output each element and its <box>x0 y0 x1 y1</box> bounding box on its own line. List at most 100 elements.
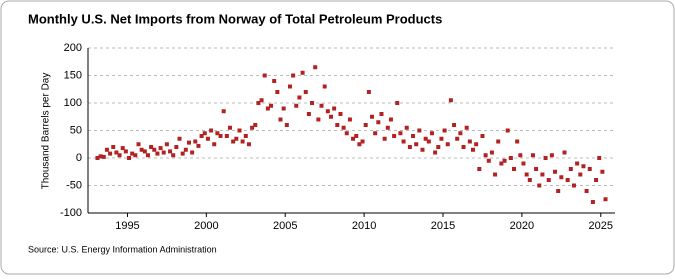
x-tick-label: 1995 <box>115 220 139 232</box>
point <box>540 172 545 177</box>
point <box>489 150 494 155</box>
point <box>553 169 558 174</box>
point <box>357 142 362 147</box>
point <box>127 156 132 160</box>
point <box>401 139 406 144</box>
point <box>158 146 163 151</box>
point <box>414 142 419 147</box>
point <box>202 131 207 136</box>
point <box>155 151 160 156</box>
point <box>575 161 580 166</box>
x-tick-label: 2025 <box>589 220 613 232</box>
point <box>439 136 444 141</box>
point <box>231 139 236 144</box>
point <box>411 134 416 138</box>
point <box>269 103 274 108</box>
point <box>243 134 248 138</box>
point <box>193 139 198 144</box>
point <box>587 167 592 171</box>
point <box>518 153 523 158</box>
point <box>556 189 561 193</box>
point <box>508 156 513 160</box>
point <box>265 106 270 111</box>
point <box>303 90 308 94</box>
point <box>527 178 532 182</box>
point <box>584 189 589 193</box>
point <box>445 142 450 147</box>
point <box>237 128 242 133</box>
point <box>196 143 201 148</box>
chart-title: Monthly U.S. Net Imports from Norway of … <box>28 11 442 26</box>
point <box>250 125 255 130</box>
point <box>417 128 422 133</box>
point <box>316 117 321 122</box>
point <box>499 161 504 166</box>
y-axis-label: Thousand Barrels per Day <box>41 73 52 190</box>
point <box>164 142 169 147</box>
point <box>600 169 605 174</box>
point <box>136 142 141 147</box>
point <box>322 84 327 89</box>
point <box>212 142 217 147</box>
point <box>351 136 356 141</box>
point <box>407 145 412 149</box>
point <box>590 200 595 204</box>
point <box>287 84 292 89</box>
point <box>581 164 586 169</box>
x-tick-label: 2010 <box>352 220 376 232</box>
y-tick-label: 0 <box>76 152 82 164</box>
point <box>549 153 554 158</box>
point <box>392 134 397 138</box>
point <box>565 178 570 182</box>
point <box>281 106 286 111</box>
point <box>597 156 602 160</box>
point <box>186 140 191 145</box>
point <box>278 117 283 122</box>
point <box>470 147 475 152</box>
point <box>521 161 526 166</box>
point <box>370 114 375 119</box>
point <box>180 151 185 156</box>
point <box>130 151 135 156</box>
point <box>145 153 150 158</box>
point <box>240 139 245 144</box>
point <box>190 150 195 155</box>
point <box>284 123 289 127</box>
point <box>114 150 119 155</box>
point <box>319 103 324 108</box>
x-tick-label: 2015 <box>431 220 455 232</box>
point <box>461 145 466 149</box>
point <box>467 139 472 144</box>
point <box>205 136 210 141</box>
point <box>310 101 315 105</box>
point <box>259 98 264 103</box>
point <box>338 112 343 116</box>
point <box>426 139 431 144</box>
point <box>452 123 457 127</box>
point <box>149 145 154 149</box>
point <box>133 153 138 158</box>
point <box>152 147 157 152</box>
y-tick-label: 50 <box>70 124 82 136</box>
point <box>433 150 438 155</box>
point <box>366 90 371 94</box>
point <box>559 175 564 180</box>
point <box>142 149 147 154</box>
point <box>360 139 365 144</box>
point <box>218 134 223 138</box>
point <box>104 147 109 152</box>
point <box>524 172 529 177</box>
point <box>171 153 176 158</box>
point <box>388 117 393 122</box>
point <box>477 167 482 171</box>
point <box>347 117 352 122</box>
point <box>256 101 261 105</box>
point <box>183 147 188 152</box>
point <box>123 149 128 154</box>
point <box>429 131 434 136</box>
point <box>530 153 535 158</box>
point <box>458 131 463 136</box>
x-tick-label: 2005 <box>273 220 297 232</box>
